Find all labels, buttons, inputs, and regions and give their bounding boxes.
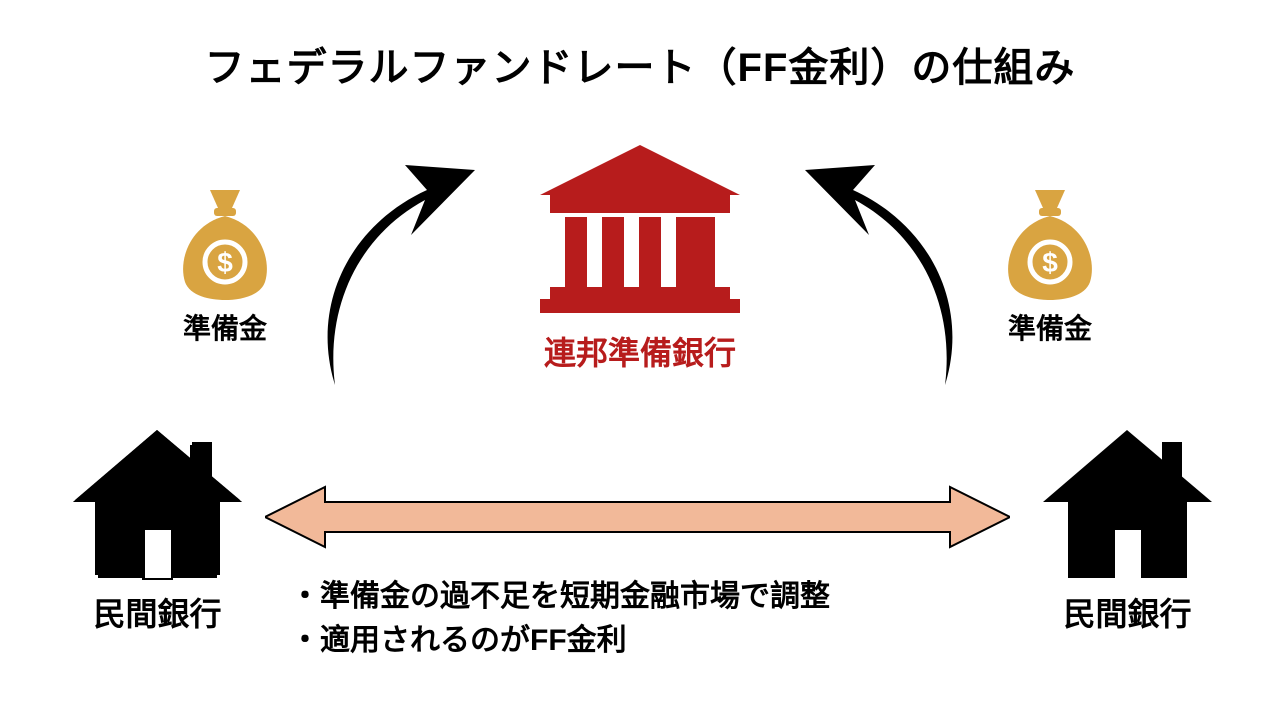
private-bank-label-right: 民間銀行 <box>1040 589 1215 635</box>
double-arrow <box>265 485 1010 554</box>
bank-building-icon <box>530 145 750 315</box>
private-bank-left: 民間銀行 <box>70 430 245 635</box>
moneybag-right: $ 準備金 <box>985 190 1115 347</box>
private-bank-right: 民間銀行 <box>1040 430 1215 635</box>
bullet-line-1: ・準備金の過不足を短期金融市場で調整 <box>290 575 830 619</box>
curved-arrow-left <box>315 165 480 395</box>
reserve-label-left: 準備金 <box>160 307 290 347</box>
moneybag-icon: $ <box>170 190 280 300</box>
reserve-label-right: 準備金 <box>985 307 1115 347</box>
page-title: フェデラルファンドレート（FF金利）の仕組み <box>0 35 1280 93</box>
moneybag-icon: $ <box>995 190 1105 300</box>
house-icon <box>1040 430 1215 580</box>
svg-text:$: $ <box>1042 247 1058 278</box>
bullet-line-2: ・適用されるのがFF金利 <box>290 619 830 663</box>
federal-reserve-label: 連邦準備銀行 <box>530 328 750 374</box>
bullet-text: ・準備金の過不足を短期金融市場で調整 ・適用されるのがFF金利 <box>290 575 830 662</box>
private-bank-label-left: 民間銀行 <box>70 589 245 635</box>
curved-arrow-right <box>800 165 965 395</box>
federal-reserve-block: 連邦準備銀行 <box>530 145 750 374</box>
moneybag-left: $ 準備金 <box>160 190 290 347</box>
svg-text:$: $ <box>217 247 233 278</box>
house-icon <box>70 430 245 580</box>
